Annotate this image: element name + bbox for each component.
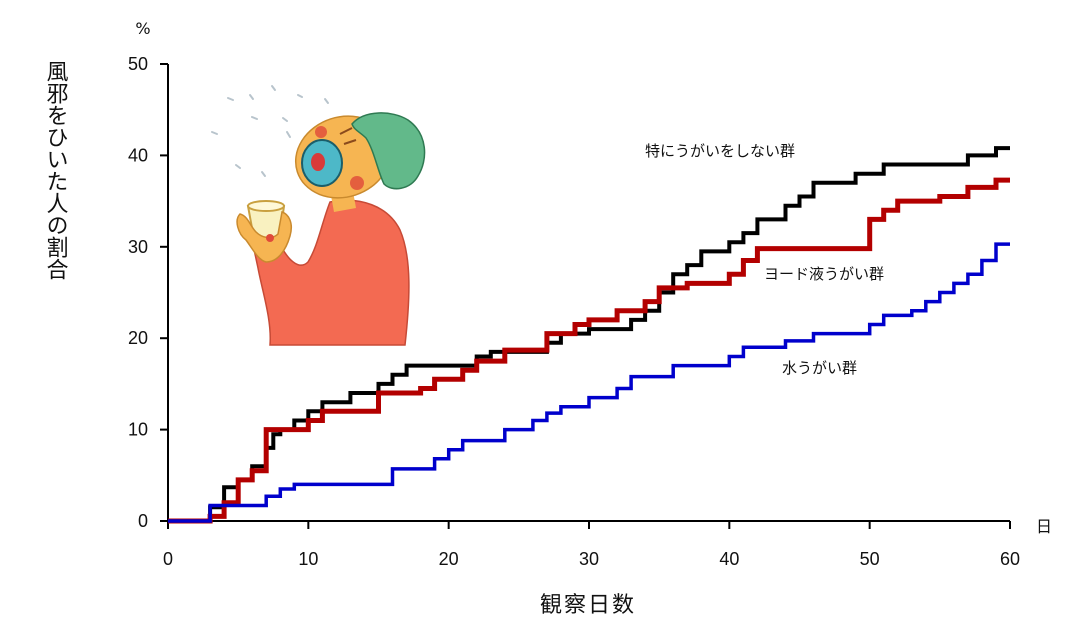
y-tick-label: 40	[128, 145, 148, 165]
y-tick-label: 10	[128, 420, 148, 440]
series-line-2	[168, 177, 1010, 524]
spray-droplets	[211, 85, 329, 177]
x-tick-label: 60	[1000, 549, 1020, 569]
cheek-shape	[315, 126, 327, 138]
annotation-iodine-gargle: ヨード液うがい群	[764, 265, 884, 283]
y-tick-label: 0	[138, 511, 148, 531]
annotation-water-gargle: 水うがい群	[782, 359, 857, 377]
hand-shape	[236, 211, 293, 263]
hair-shape	[351, 112, 426, 190]
x-tick-label: 20	[439, 549, 459, 569]
series-line-1	[168, 146, 1010, 523]
cheek-shape	[350, 176, 364, 190]
y-tick-label: 30	[128, 237, 148, 257]
series-line-3	[168, 242, 1010, 523]
tongue-shape	[311, 153, 325, 171]
gargling-person-illustration	[211, 85, 426, 346]
y-tick-label: 50	[128, 54, 148, 74]
annotation-no-gargle: 特にうがいをしない群	[645, 142, 795, 160]
x-tick-label: 40	[719, 549, 739, 569]
y-unit-label: %	[135, 19, 150, 38]
x-tick-label: 10	[298, 549, 318, 569]
eye-lines	[339, 127, 357, 145]
axes: 0 10 20 30 40 50 0 10 20 30 40 50 60	[128, 54, 1020, 569]
cup-rim	[247, 200, 285, 212]
sweater-shape	[251, 199, 410, 346]
x-unit-label: 日	[1036, 517, 1052, 536]
x-tick-label: 50	[860, 549, 880, 569]
series-lines	[168, 146, 1010, 524]
x-axis-label: 観察日数	[540, 593, 636, 618]
finger-mark	[266, 234, 274, 242]
y-axis-label: 風邪をひいた人の割合	[43, 60, 69, 280]
x-tick-label: 0	[163, 549, 173, 569]
x-tick-label: 30	[579, 549, 599, 569]
y-tick-label: 20	[128, 328, 148, 348]
